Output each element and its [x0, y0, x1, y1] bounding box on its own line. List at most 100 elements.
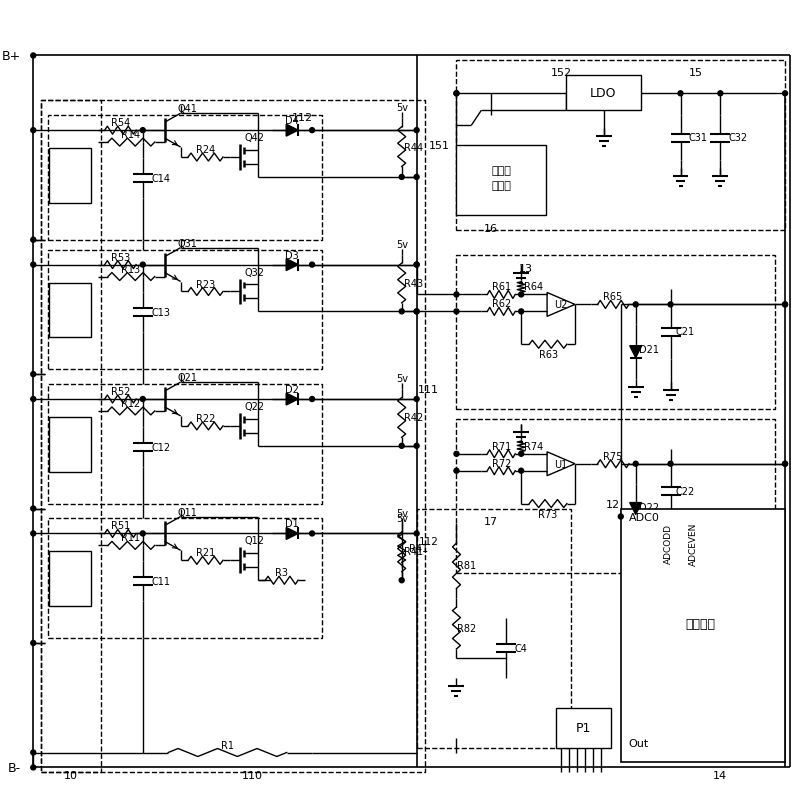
Text: 151: 151: [429, 141, 450, 151]
Text: R52: R52: [111, 386, 130, 397]
Text: R14: R14: [122, 130, 141, 140]
Circle shape: [399, 444, 404, 449]
Text: R3: R3: [274, 568, 288, 577]
Text: R24: R24: [196, 145, 215, 155]
Circle shape: [518, 452, 524, 457]
Text: C31: C31: [689, 133, 708, 143]
Text: R73: R73: [538, 509, 558, 519]
Circle shape: [310, 128, 314, 133]
Circle shape: [454, 92, 459, 96]
Text: U2: U2: [554, 300, 568, 310]
Text: 5v: 5v: [396, 513, 408, 523]
Circle shape: [782, 462, 787, 467]
Circle shape: [310, 263, 314, 267]
Text: ADCEVEN: ADCEVEN: [689, 522, 698, 565]
Text: Q42: Q42: [244, 133, 264, 143]
Circle shape: [678, 92, 683, 96]
Text: Q31: Q31: [178, 238, 198, 248]
Circle shape: [399, 578, 404, 583]
Text: D3: D3: [286, 251, 299, 260]
Text: 5v: 5v: [396, 507, 408, 518]
Text: C12: C12: [151, 442, 170, 452]
Polygon shape: [286, 125, 298, 137]
Text: D1: D1: [286, 519, 299, 529]
Circle shape: [668, 462, 673, 467]
Text: Q22: Q22: [244, 402, 264, 411]
Bar: [49, 552, 91, 606]
Text: C32: C32: [729, 133, 748, 143]
Bar: [621, 509, 785, 763]
Circle shape: [140, 532, 146, 536]
Bar: [42, 101, 101, 772]
Circle shape: [718, 92, 723, 96]
Bar: [42, 101, 425, 772]
Bar: [48, 519, 322, 638]
Text: R71: R71: [492, 442, 511, 451]
Text: 控制单元: 控制单元: [686, 617, 715, 630]
Text: R13: R13: [122, 264, 141, 274]
Text: R81: R81: [457, 560, 476, 571]
Circle shape: [782, 462, 787, 467]
Text: D2: D2: [286, 385, 299, 394]
Text: B+: B+: [2, 50, 22, 63]
Bar: [457, 255, 775, 410]
Circle shape: [414, 444, 419, 449]
Bar: [417, 509, 571, 748]
Text: R75: R75: [603, 451, 622, 461]
Text: Q11: Q11: [178, 507, 198, 517]
Text: 14: 14: [714, 770, 727, 781]
Text: 12: 12: [606, 499, 620, 509]
Circle shape: [454, 92, 459, 96]
Circle shape: [30, 263, 36, 267]
Text: R51: R51: [111, 521, 130, 531]
Text: Q41: Q41: [178, 104, 198, 114]
Text: R21: R21: [196, 548, 215, 557]
Polygon shape: [286, 259, 298, 271]
Polygon shape: [630, 346, 642, 358]
Circle shape: [30, 750, 36, 755]
Text: Q32: Q32: [244, 267, 264, 277]
Polygon shape: [286, 393, 298, 406]
Circle shape: [414, 175, 419, 180]
Text: R41: R41: [404, 547, 423, 556]
Bar: [457, 146, 546, 215]
Circle shape: [414, 397, 419, 402]
Text: 5v: 5v: [396, 239, 408, 250]
Text: R12: R12: [122, 398, 141, 409]
Text: D22: D22: [638, 502, 658, 512]
Circle shape: [310, 532, 314, 536]
Circle shape: [140, 263, 146, 267]
Circle shape: [30, 532, 36, 536]
Text: R41: R41: [409, 544, 428, 554]
Text: R42: R42: [404, 413, 423, 422]
Circle shape: [30, 54, 36, 59]
Text: R53: R53: [111, 252, 130, 263]
Bar: [48, 116, 322, 240]
Circle shape: [454, 309, 459, 315]
Text: Q12: Q12: [244, 536, 264, 546]
Circle shape: [399, 175, 404, 180]
Text: 16: 16: [484, 223, 498, 234]
Polygon shape: [286, 528, 298, 540]
Text: 10: 10: [64, 770, 78, 781]
Text: R62: R62: [492, 299, 511, 309]
Text: R23: R23: [196, 279, 215, 289]
Bar: [457, 419, 775, 573]
Text: B-: B-: [8, 761, 22, 774]
Circle shape: [668, 303, 673, 308]
Text: LDO: LDO: [590, 88, 617, 100]
Text: R82: R82: [457, 623, 476, 634]
Bar: [556, 707, 611, 748]
Text: C13: C13: [151, 308, 170, 318]
Text: 5v: 5v: [396, 103, 408, 113]
Circle shape: [634, 303, 638, 308]
Circle shape: [518, 309, 524, 315]
Text: R64: R64: [523, 282, 542, 292]
Text: 111: 111: [418, 385, 439, 394]
Text: R74: R74: [523, 442, 542, 451]
Text: U1: U1: [554, 459, 568, 469]
Text: C14: C14: [151, 173, 170, 184]
Text: R61: R61: [492, 282, 511, 292]
Text: Out: Out: [629, 738, 649, 748]
Text: 112: 112: [418, 536, 438, 547]
